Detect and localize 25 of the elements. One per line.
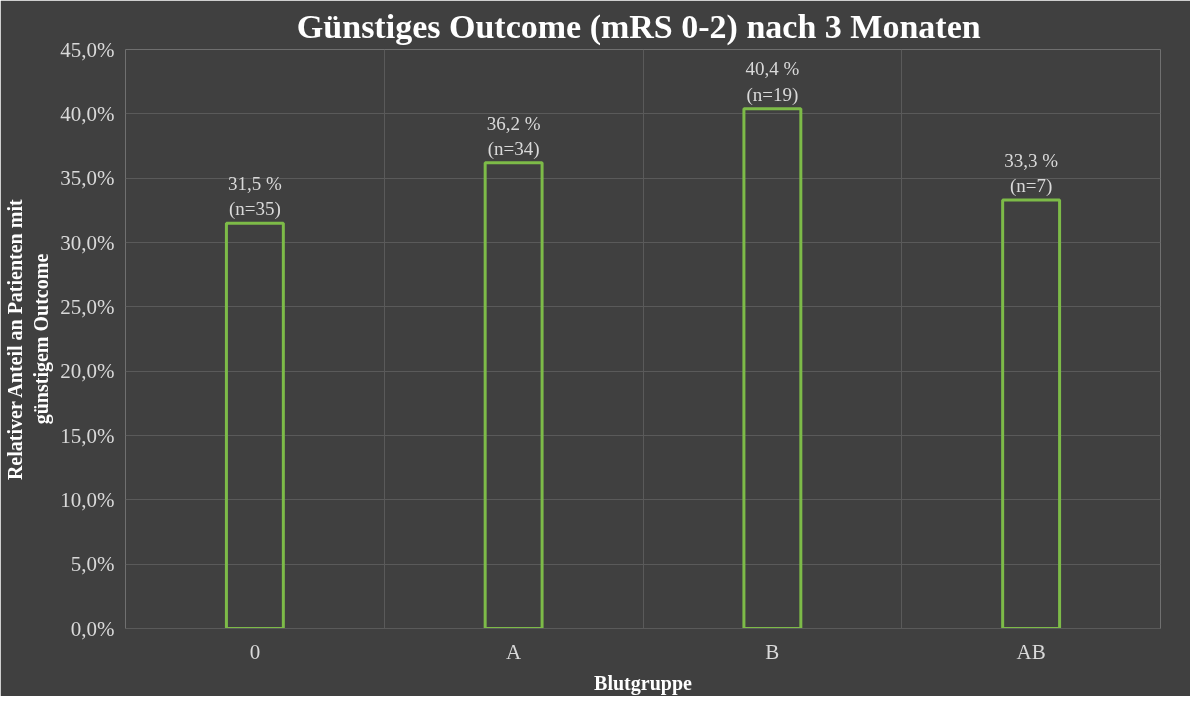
y-tick-label: 5,0% <box>70 552 115 577</box>
y-tick-label: 25,0% <box>60 294 115 319</box>
x-tick-label: 0 <box>249 639 261 664</box>
bar <box>742 107 803 629</box>
y-tick-label: 0,0% <box>70 616 115 641</box>
y-tick-label: 10,0% <box>60 487 115 512</box>
y-tick-label: 15,0% <box>60 423 115 448</box>
y-tick-label: 20,0% <box>60 359 115 384</box>
y-axis-title: Relativer Anteil an Patienten mit günstigem Outcome <box>3 199 54 481</box>
data-label: 40,4 % (n=19) <box>745 58 800 106</box>
x-axis-title: Blutgruppe <box>594 671 693 695</box>
data-label: 31,5 % (n=35) <box>227 173 282 221</box>
y-tick-label: 30,0% <box>60 230 115 255</box>
chart-title: Günstiges Outcome (mRS 0-2) nach 3 Monaten <box>296 7 981 46</box>
y-tick-label: 45,0% <box>60 37 115 62</box>
data-label: 33,3 % (n=7) <box>1004 149 1059 198</box>
bar <box>1001 198 1062 629</box>
x-tick-label: AB <box>1016 639 1046 664</box>
data-label: 36,2 % (n=34) <box>486 112 541 160</box>
bar <box>483 161 544 629</box>
x-tick-label: B <box>765 639 780 664</box>
y-tick-label: 40,0% <box>60 101 115 126</box>
x-tick-label: A <box>506 639 523 664</box>
y-tick-label: 35,0% <box>60 166 115 191</box>
bar <box>224 221 285 629</box>
